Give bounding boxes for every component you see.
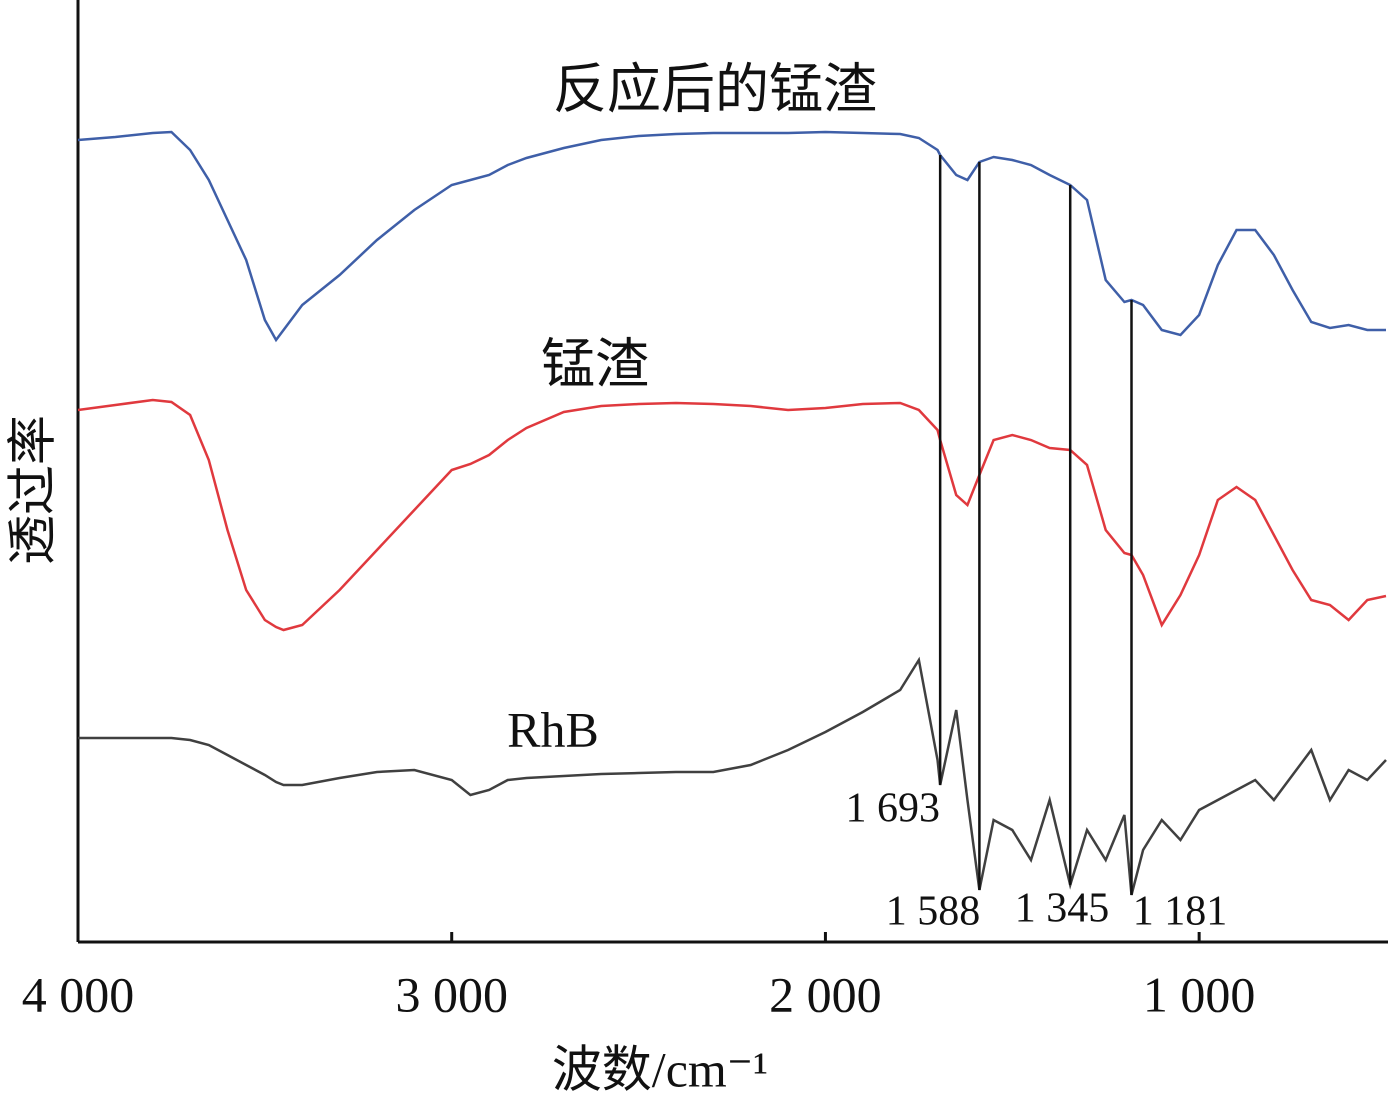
series-label: 反应后的锰渣: [553, 59, 877, 119]
x-tick-label: 3 000: [395, 966, 508, 1022]
y-axis-label: 透过率: [4, 415, 60, 565]
series-line: [77, 130, 1386, 343]
peak-label: 1 693: [846, 786, 941, 832]
x-axis-label: 波数/cm⁻¹: [552, 1041, 768, 1097]
series-line: [78, 656, 1387, 896]
peak-label: 1 345: [1015, 886, 1110, 932]
series-label: 锰渣: [541, 334, 649, 394]
x-tick-label: 2 000: [769, 966, 882, 1022]
peak-label: 1 588: [886, 889, 981, 935]
series-line: [77, 398, 1387, 632]
peak-label: 1 181: [1133, 889, 1228, 935]
series-label: RhB: [507, 701, 599, 757]
x-tick-label: 4 000: [22, 966, 135, 1022]
x-tick-label: 1 000: [1143, 966, 1256, 1022]
